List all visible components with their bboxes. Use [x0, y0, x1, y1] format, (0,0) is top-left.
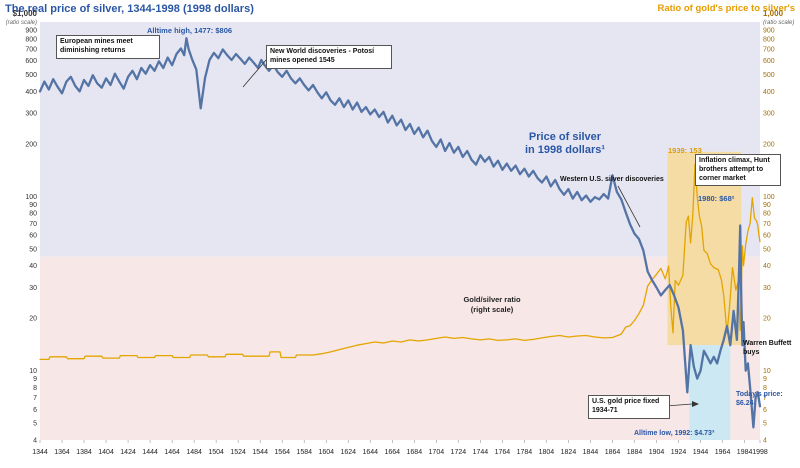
svg-text:1724: 1724 [451, 449, 467, 456]
svg-text:80: 80 [29, 211, 37, 218]
svg-text:5: 5 [33, 421, 37, 428]
svg-text:1844: 1844 [583, 449, 599, 456]
svg-text:700: 700 [25, 47, 37, 54]
gold-ratio-line [39, 163, 761, 361]
svg-text:1524: 1524 [230, 449, 246, 456]
svg-text:30: 30 [763, 285, 771, 292]
svg-text:1484: 1484 [186, 449, 202, 456]
svg-text:1944: 1944 [693, 449, 709, 456]
svg-text:400: 400 [763, 89, 775, 96]
silver-price-line [38, 37, 762, 429]
svg-text:1604: 1604 [318, 449, 334, 456]
y-axis-left: $1,000 (ratio scale)900 800 700 600 500 400 300… [6, 9, 38, 445]
svg-text:1964: 1964 [715, 449, 731, 456]
svg-text:9: 9 [763, 376, 767, 383]
svg-text:1444: 1444 [142, 449, 158, 456]
svg-text:1998: 1998 [752, 449, 768, 456]
svg-text:1,000: 1,000 [763, 9, 784, 18]
data-series [38, 37, 762, 429]
svg-text:900: 900 [763, 27, 775, 34]
svg-text:500: 500 [25, 72, 37, 79]
right-axis-title: Ratio of gold's price to silver's [657, 3, 795, 14]
arrowhead-icon [692, 401, 699, 407]
svg-text:(ratio scale): (ratio scale) [6, 20, 37, 26]
svg-text:200: 200 [25, 141, 37, 148]
x-axis: 1344 1364 1384 1404 1424 1444 1464 1484 1504 1524… [32, 440, 768, 456]
svg-text:1644: 1644 [362, 449, 378, 456]
svg-text:40: 40 [763, 263, 771, 270]
svg-text:1564: 1564 [274, 449, 290, 456]
svg-text:1544: 1544 [252, 449, 268, 456]
svg-text:90: 90 [763, 202, 771, 209]
svg-text:1984: 1984 [737, 449, 753, 456]
svg-text:1764: 1764 [495, 449, 511, 456]
svg-text:1784: 1784 [517, 449, 533, 456]
svg-text:9: 9 [33, 376, 37, 383]
svg-text:300: 300 [763, 111, 775, 118]
svg-text:20: 20 [29, 316, 37, 323]
svg-text:700: 700 [763, 47, 775, 54]
svg-text:1504: 1504 [208, 449, 224, 456]
svg-text:1424: 1424 [120, 449, 136, 456]
svg-text:70: 70 [29, 221, 37, 228]
svg-text:40: 40 [29, 263, 37, 270]
svg-text:1464: 1464 [164, 449, 180, 456]
svg-text:1664: 1664 [385, 449, 401, 456]
svg-text:90: 90 [29, 202, 37, 209]
svg-text:7: 7 [763, 395, 767, 402]
svg-text:100: 100 [763, 194, 775, 201]
svg-text:60: 60 [29, 232, 37, 239]
svg-text:50: 50 [29, 246, 37, 253]
svg-text:1704: 1704 [429, 449, 445, 456]
svg-text:7: 7 [33, 395, 37, 402]
svg-text:1904: 1904 [649, 449, 665, 456]
svg-text:$1,000: $1,000 [13, 9, 38, 18]
svg-text:1804: 1804 [539, 449, 555, 456]
svg-text:1864: 1864 [605, 449, 621, 456]
svg-text:50: 50 [763, 246, 771, 253]
svg-text:1344: 1344 [32, 449, 48, 456]
svg-text:400: 400 [25, 89, 37, 96]
svg-text:20: 20 [763, 316, 771, 323]
svg-text:1384: 1384 [76, 449, 92, 456]
leader-lines [242, 59, 699, 407]
svg-text:1584: 1584 [296, 449, 312, 456]
svg-text:1684: 1684 [407, 449, 423, 456]
svg-text:(ratio scale): (ratio scale) [763, 20, 794, 26]
svg-text:900: 900 [25, 27, 37, 34]
svg-text:10: 10 [763, 368, 771, 375]
svg-text:80: 80 [763, 211, 771, 218]
svg-text:6: 6 [763, 407, 767, 414]
background-bands [40, 22, 760, 440]
svg-text:8: 8 [763, 385, 767, 392]
svg-text:600: 600 [763, 58, 775, 65]
svg-text:1924: 1924 [671, 449, 687, 456]
svg-text:1884: 1884 [627, 449, 643, 456]
svg-text:1404: 1404 [98, 449, 114, 456]
svg-text:70: 70 [763, 221, 771, 228]
svg-text:1364: 1364 [54, 449, 70, 456]
svg-text:5: 5 [763, 421, 767, 428]
svg-text:60: 60 [763, 232, 771, 239]
svg-text:8: 8 [33, 385, 37, 392]
svg-text:1744: 1744 [473, 449, 489, 456]
svg-text:1824: 1824 [561, 449, 577, 456]
svg-text:100: 100 [25, 194, 37, 201]
svg-text:4: 4 [763, 438, 767, 445]
chart-title: The real price of silver, 1344-1998 (199… [5, 3, 254, 15]
svg-text:30: 30 [29, 285, 37, 292]
svg-text:10: 10 [29, 368, 37, 375]
svg-text:500: 500 [763, 72, 775, 79]
svg-text:1624: 1624 [340, 449, 356, 456]
svg-text:300: 300 [25, 111, 37, 118]
svg-text:800: 800 [25, 36, 37, 43]
svg-text:6: 6 [33, 407, 37, 414]
svg-text:600: 600 [25, 58, 37, 65]
svg-text:800: 800 [763, 36, 775, 43]
y-axis-right: 1,000 (ratio scale)900 800 700 600 500 400 300 2… [763, 9, 794, 445]
svg-text:200: 200 [763, 141, 775, 148]
svg-text:4: 4 [33, 438, 37, 445]
